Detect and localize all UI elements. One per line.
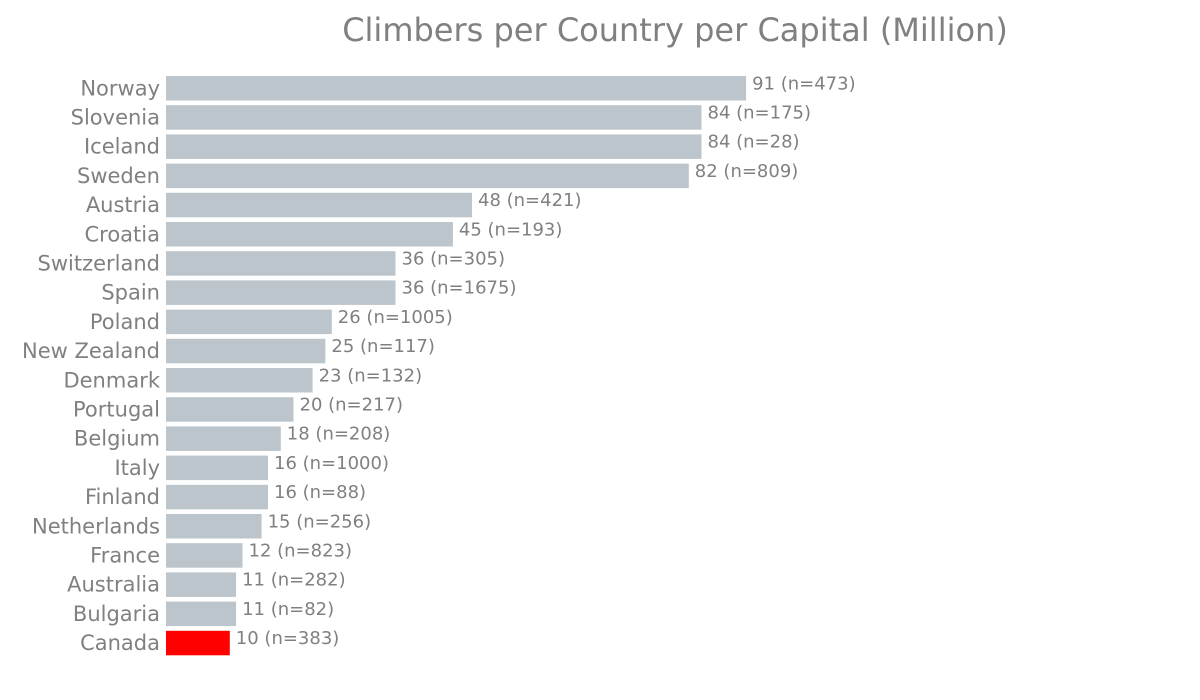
- category-label-portugal: Portugal: [73, 397, 160, 421]
- bar-italy: [166, 455, 268, 481]
- category-label-poland: Poland: [90, 310, 160, 334]
- category-label-france: France: [90, 544, 160, 568]
- category-label-croatia: Croatia: [85, 222, 161, 246]
- value-label-iceland: 84 (n=28): [708, 132, 800, 153]
- value-label-poland: 26 (n=1005): [338, 307, 453, 328]
- bar-denmark: [166, 368, 313, 393]
- category-label-slovenia: Slovenia: [71, 106, 160, 130]
- category-label-denmark: Denmark: [63, 368, 160, 392]
- bar-portugal: [166, 397, 294, 422]
- value-label-switzerland: 36 (n=305): [402, 248, 506, 269]
- value-label-france: 12 (n=823): [249, 541, 353, 562]
- value-label-sweden: 82 (n=809): [695, 161, 799, 182]
- value-label-spain: 36 (n=1675): [402, 278, 517, 299]
- category-label-spain: Spain: [101, 281, 160, 305]
- value-label-italy: 16 (n=1000): [274, 453, 389, 474]
- category-label-switzerland: Switzerland: [38, 251, 161, 275]
- value-label-netherlands: 15 (n=256): [268, 511, 372, 532]
- category-label-norway: Norway: [80, 76, 160, 100]
- category-label-netherlands: Netherlands: [32, 514, 160, 538]
- category-labels-group: Norway Slovenia Iceland Sweden Austria Croati…: [22, 76, 161, 655]
- category-label-belgium: Belgium: [74, 427, 160, 451]
- bar-slovenia: [166, 105, 702, 130]
- bar-new-zealand: [166, 338, 326, 364]
- category-label-austria: Austria: [86, 193, 160, 217]
- bar-belgium: [166, 426, 281, 451]
- bar-finland: [166, 484, 268, 510]
- value-label-croatia: 45 (n=193): [459, 219, 563, 240]
- bar-croatia: [166, 222, 453, 247]
- bar-norway: [166, 76, 747, 101]
- category-label-bulgaria: Bulgaria: [73, 602, 160, 626]
- value-label-finland: 16 (n=88): [274, 482, 366, 503]
- bar-iceland: [166, 134, 702, 159]
- category-label-sweden: Sweden: [77, 164, 160, 188]
- value-label-canada: 10 (n=383): [236, 628, 340, 649]
- bar-canada: [166, 630, 230, 656]
- bar-australia: [166, 572, 237, 597]
- bar-austria: [166, 192, 472, 218]
- bar-france: [166, 543, 243, 568]
- bar-switzerland: [166, 251, 396, 276]
- bar-spain: [166, 280, 396, 305]
- value-label-bulgaria: 11 (n=82): [242, 599, 334, 620]
- bar-netherlands: [166, 514, 262, 539]
- value-label-austria: 48 (n=421): [478, 190, 582, 211]
- category-label-italy: Italy: [114, 456, 160, 480]
- value-label-denmark: 23 (n=132): [319, 365, 423, 386]
- value-label-belgium: 18 (n=208): [287, 424, 391, 445]
- value-label-portugal: 20 (n=217): [300, 394, 404, 415]
- bar-bulgaria: [166, 601, 237, 627]
- category-label-canada: Canada: [80, 631, 160, 655]
- value-label-new-zealand: 25 (n=117): [331, 336, 435, 357]
- value-label-norway: 91 (n=473): [752, 73, 856, 94]
- value-label-australia: 11 (n=282): [242, 570, 346, 591]
- bars-group: [166, 76, 747, 656]
- value-labels-group: 91 (n=473) 84 (n=175) 84 (n=28) 82 (n=809) 4…: [236, 73, 856, 649]
- category-label-new-zealand: New Zealand: [22, 339, 160, 363]
- chart-title: Climbers per Country per Capital (Millio…: [342, 11, 1008, 49]
- bar-poland: [166, 309, 332, 335]
- category-label-finland: Finland: [85, 485, 160, 509]
- category-label-iceland: Iceland: [84, 135, 160, 159]
- category-label-australia: Australia: [67, 573, 160, 597]
- bar-sweden: [166, 163, 689, 189]
- value-label-slovenia: 84 (n=175): [708, 103, 812, 124]
